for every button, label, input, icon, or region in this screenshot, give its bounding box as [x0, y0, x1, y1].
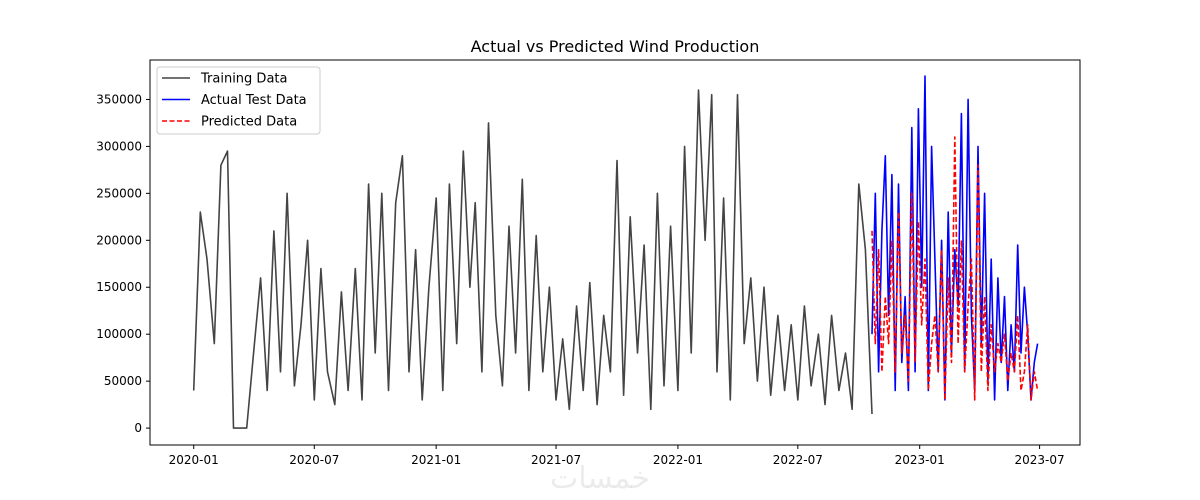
x-tick-label: 2022-07 [773, 453, 823, 467]
y-axis: 0 50000 100000 150000 200000 250000 300000 3500… [96, 92, 150, 435]
x-tick-label: 2020-07 [289, 453, 339, 467]
legend-label: Training Data [200, 72, 287, 87]
x-tick-label: 2022-01 [653, 453, 703, 467]
legend-label: Actual Test Data [201, 93, 307, 108]
x-tick-label: 2020-01 [169, 453, 219, 467]
watermark-logo: خمسات [550, 461, 650, 496]
x-tick-label: 2023-07 [1015, 453, 1065, 467]
legend: Training Data Actual Test Data Predicted D… [156, 66, 321, 135]
chart-title: Actual vs Predicted Wind Production [471, 37, 760, 56]
series-line-training-data [192, 89, 873, 429]
series-line-predicted-data [871, 136, 1039, 401]
y-tick-label: 100000 [96, 327, 142, 341]
x-tick-label: 2021-01 [411, 453, 461, 467]
plot-frame [149, 59, 1081, 446]
series-line-actual-test-data [871, 75, 1039, 401]
y-tick-label: 50000 [104, 374, 142, 388]
series-layer [192, 75, 1039, 429]
legend-label: Predicted Data [201, 115, 297, 130]
y-tick-label: 300000 [96, 139, 142, 153]
x-tick-label: 2021-07 [531, 453, 581, 467]
x-axis: 2020-01 2020-07 2021-01 2021-07 2022-01 2022-… [169, 445, 1065, 467]
y-tick-label: 250000 [96, 186, 142, 200]
x-tick-label: 2023-01 [895, 453, 945, 467]
legend-box [156, 66, 321, 135]
y-tick-label: 350000 [96, 92, 142, 106]
y-tick-label: 0 [134, 421, 142, 435]
y-tick-label: 150000 [96, 280, 142, 294]
y-tick-label: 200000 [96, 233, 142, 247]
